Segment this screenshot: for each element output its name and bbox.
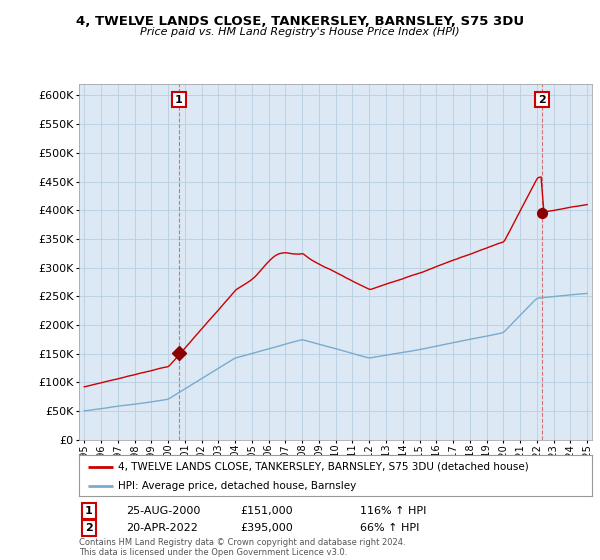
- Text: 2: 2: [538, 95, 546, 105]
- Text: 2: 2: [85, 523, 92, 533]
- Text: HPI: Average price, detached house, Barnsley: HPI: Average price, detached house, Barn…: [118, 480, 356, 491]
- Text: 66% ↑ HPI: 66% ↑ HPI: [360, 523, 419, 533]
- Text: £395,000: £395,000: [240, 523, 293, 533]
- Text: 1: 1: [175, 95, 183, 105]
- Text: 20-APR-2022: 20-APR-2022: [126, 523, 198, 533]
- Text: 1: 1: [85, 506, 92, 516]
- Text: 4, TWELVE LANDS CLOSE, TANKERSLEY, BARNSLEY, S75 3DU: 4, TWELVE LANDS CLOSE, TANKERSLEY, BARNS…: [76, 15, 524, 28]
- Text: 25-AUG-2000: 25-AUG-2000: [126, 506, 200, 516]
- Text: 116% ↑ HPI: 116% ↑ HPI: [360, 506, 427, 516]
- Text: £151,000: £151,000: [240, 506, 293, 516]
- Text: Price paid vs. HM Land Registry's House Price Index (HPI): Price paid vs. HM Land Registry's House …: [140, 27, 460, 38]
- Text: 4, TWELVE LANDS CLOSE, TANKERSLEY, BARNSLEY, S75 3DU (detached house): 4, TWELVE LANDS CLOSE, TANKERSLEY, BARNS…: [118, 461, 529, 472]
- Text: Contains HM Land Registry data © Crown copyright and database right 2024.
This d: Contains HM Land Registry data © Crown c…: [79, 538, 406, 557]
